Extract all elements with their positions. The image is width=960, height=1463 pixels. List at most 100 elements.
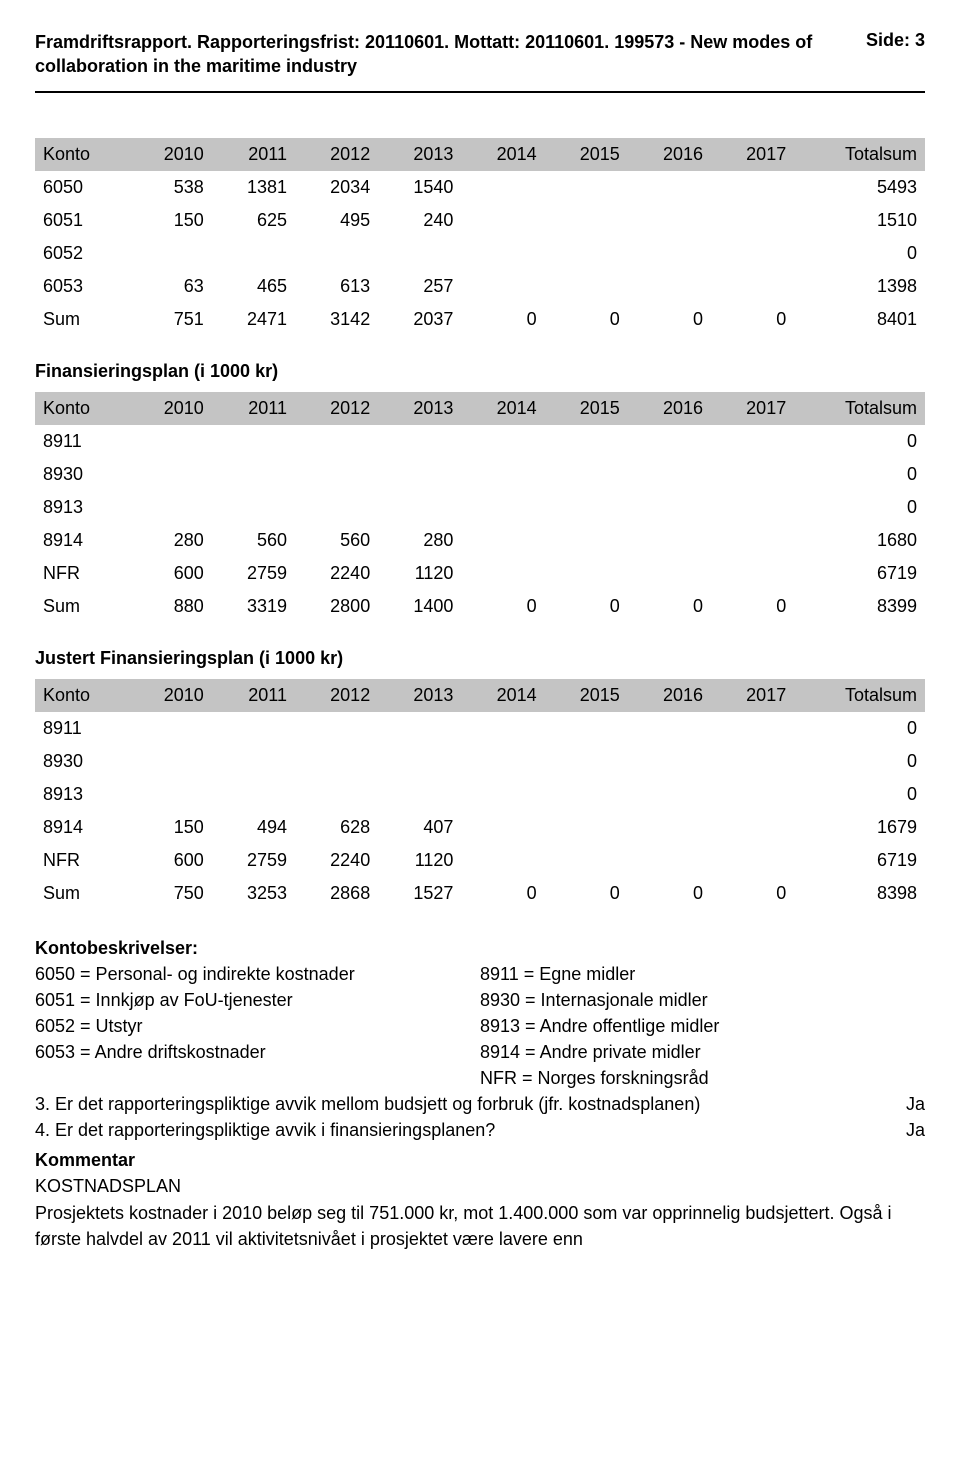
table-header-cell: 2014: [461, 138, 544, 171]
table-cell: [461, 778, 544, 811]
table-cell: [378, 458, 461, 491]
table-cell: [628, 171, 711, 204]
table-cell: 0: [794, 425, 925, 458]
table-cell: [545, 557, 628, 590]
table-cell: 8401: [794, 303, 925, 336]
table-header-cell: 2015: [545, 679, 628, 712]
table-cell: [129, 778, 212, 811]
table-cell: 1679: [794, 811, 925, 844]
table-cell: 150: [129, 204, 212, 237]
table-header-cell: 2017: [711, 392, 794, 425]
table-cell: [711, 425, 794, 458]
table-cell: 2800: [295, 590, 378, 623]
table-cell: 240: [378, 204, 461, 237]
table-cell: [545, 712, 628, 745]
table-cell: [129, 491, 212, 524]
table-cell: [129, 745, 212, 778]
description-line: 6053 = Andre driftskostnader: [35, 1039, 480, 1065]
table-cell: 0: [461, 590, 544, 623]
table-cell: [545, 458, 628, 491]
table-cell: [378, 491, 461, 524]
table-cell: 1680: [794, 524, 925, 557]
table-cell: [545, 524, 628, 557]
table-header-cell: Konto: [35, 392, 129, 425]
table-row: 60520: [35, 237, 925, 270]
comment-subtitle: KOSTNADSPLAN: [35, 1173, 925, 1199]
table-cell: 8930: [35, 458, 129, 491]
table-cell: [378, 425, 461, 458]
table-cell: [212, 491, 295, 524]
table-header-cell: 2014: [461, 392, 544, 425]
table-cell: [628, 844, 711, 877]
table-cell: [212, 778, 295, 811]
account-descriptions: Kontobeskrivelser: 6050 = Personal- og i…: [35, 935, 925, 1252]
table-cell: [711, 778, 794, 811]
table-cell: 2240: [295, 557, 378, 590]
table-cell: [295, 712, 378, 745]
table-cell: 6051: [35, 204, 129, 237]
table-cell: [628, 778, 711, 811]
table-cell: [545, 204, 628, 237]
table-cell: 0: [794, 712, 925, 745]
table-header-cell: 2012: [295, 679, 378, 712]
table-cell: 613: [295, 270, 378, 303]
description-line: NFR = Norges forskningsråd: [480, 1065, 925, 1091]
table-header-cell: Totalsum: [794, 679, 925, 712]
table-cell: [545, 270, 628, 303]
table-cell: [545, 491, 628, 524]
table-row: 6053634656132571398: [35, 270, 925, 303]
table-cell: [628, 557, 711, 590]
table-cell: [711, 844, 794, 877]
table-cell: 1398: [794, 270, 925, 303]
table-cell: 6050: [35, 171, 129, 204]
table-cell: 2037: [378, 303, 461, 336]
table-cell: 1381: [212, 171, 295, 204]
table-cell: [461, 458, 544, 491]
table-row: 8911 0: [35, 425, 925, 458]
table-cell: 8398: [794, 877, 925, 910]
table-cell: 6719: [794, 844, 925, 877]
table-cell: [628, 811, 711, 844]
descriptions-left-column: 6050 = Personal- og indirekte kostnader6…: [35, 961, 480, 1091]
table-row: 89110: [35, 712, 925, 745]
description-line: 8914 = Andre private midler: [480, 1039, 925, 1065]
descriptions-right-column: 8911 = Egne midler8930 = Internasjonale …: [480, 961, 925, 1091]
table-header-cell: Konto: [35, 138, 129, 171]
section-title-financing: Finansieringsplan (i 1000 kr): [35, 361, 925, 382]
table-cell: [711, 557, 794, 590]
table-cell: 750: [129, 877, 212, 910]
table-cell: [545, 171, 628, 204]
table-cell: [628, 237, 711, 270]
table-cell: [711, 712, 794, 745]
table-cell: [628, 491, 711, 524]
table-cell: [545, 745, 628, 778]
table-header-cell: Konto: [35, 679, 129, 712]
table-cell: Sum: [35, 303, 129, 336]
table-cell: 1400: [378, 590, 461, 623]
table-cell: [461, 491, 544, 524]
table-cell: [212, 237, 295, 270]
table-cell: 1120: [378, 844, 461, 877]
table-row: Sum88033192800140000008399: [35, 590, 925, 623]
table-cell: 8911: [35, 425, 129, 458]
table-cell: 1510: [794, 204, 925, 237]
table-header-cell: Totalsum: [794, 138, 925, 171]
adjusted-financing-table: Konto20102011201220132014201520162017Tot…: [35, 679, 925, 910]
table-header-cell: 2013: [378, 392, 461, 425]
table-cell: 0: [711, 590, 794, 623]
table-cell: 0: [628, 877, 711, 910]
table-row: 60511506254952401510: [35, 204, 925, 237]
table-row: 89130: [35, 778, 925, 811]
table-cell: [711, 270, 794, 303]
description-line: 6051 = Innkjøp av FoU-tjenester: [35, 987, 480, 1013]
table-cell: [628, 204, 711, 237]
table-cell: NFR: [35, 557, 129, 590]
table-cell: 494: [212, 811, 295, 844]
table-cell: 560: [212, 524, 295, 557]
financing-table: Konto20102011201220132014201520162017Tot…: [35, 392, 925, 623]
table-cell: 2240: [295, 844, 378, 877]
table-cell: [378, 778, 461, 811]
table-cell: [461, 204, 544, 237]
table-cell: 1540: [378, 171, 461, 204]
question-answer: Ja: [906, 1091, 925, 1117]
